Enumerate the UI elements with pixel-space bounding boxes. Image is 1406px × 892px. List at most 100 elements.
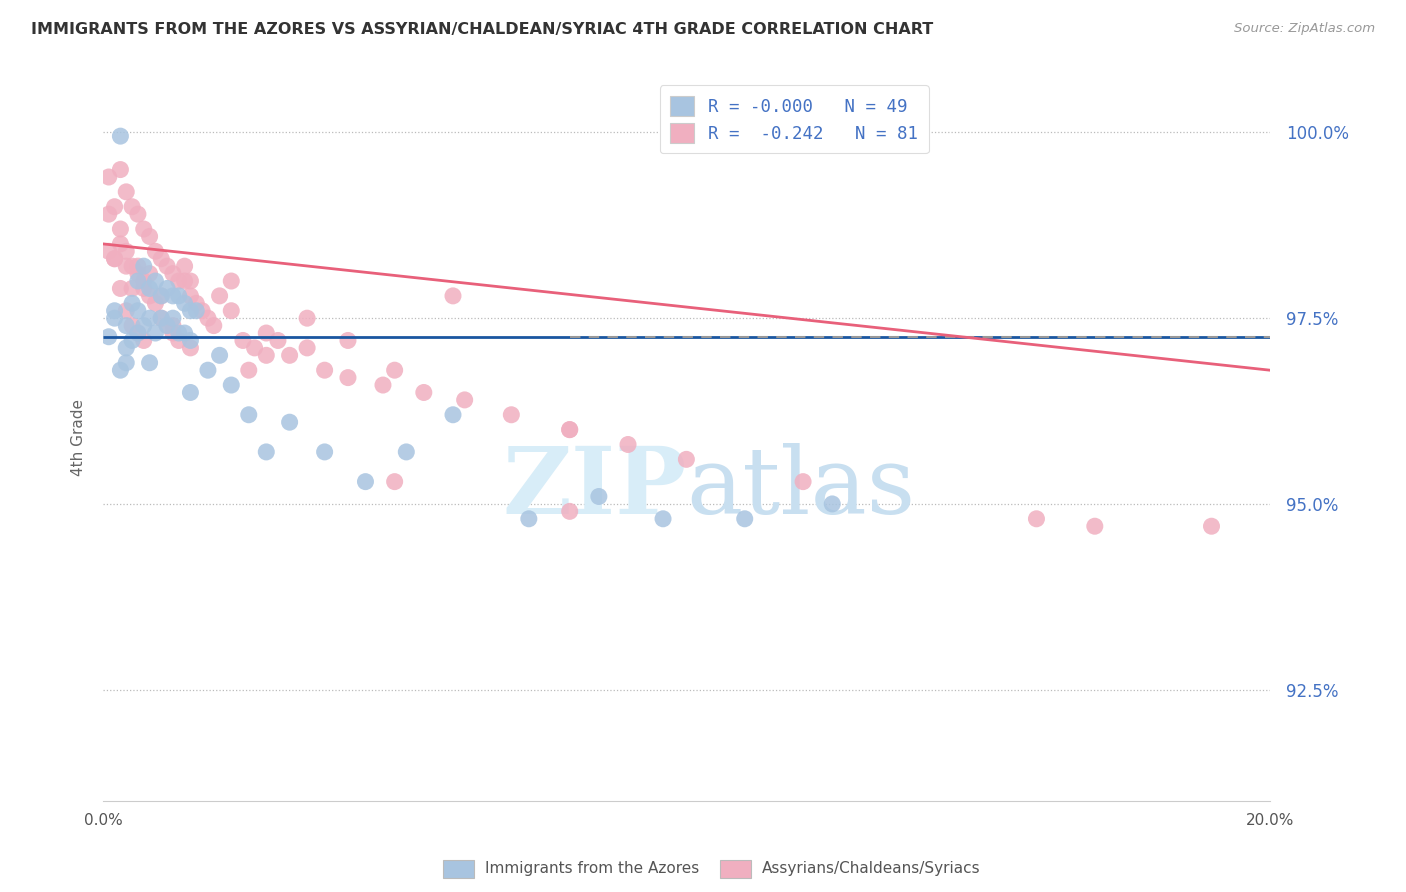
Point [412, 385, 434, 400]
Point [110, 222, 132, 236]
Point [150, 311, 173, 326]
Point [127, 326, 149, 340]
Point [588, 490, 610, 504]
Point [232, 334, 254, 348]
Point [138, 229, 160, 244]
Point [219, 378, 242, 392]
Point [127, 259, 149, 273]
Point [162, 318, 184, 333]
Point [441, 408, 464, 422]
Point [162, 289, 184, 303]
Point [314, 445, 336, 459]
Text: IMMIGRANTS FROM THE AZORES VS ASSYRIAN/CHALDEAN/SYRIAC 4TH GRADE CORRELATION CHA: IMMIGRANTS FROM THE AZORES VS ASSYRIAN/C… [31, 22, 934, 37]
Point [132, 274, 155, 288]
Point [186, 303, 208, 318]
Point [97, 244, 120, 259]
Point [121, 200, 143, 214]
Point [821, 497, 844, 511]
Point [652, 512, 675, 526]
Point [110, 363, 132, 377]
Point [238, 363, 260, 377]
Point [110, 129, 132, 144]
Text: ZIP: ZIP [502, 443, 686, 533]
Point [115, 185, 138, 199]
Point [254, 445, 277, 459]
Point [254, 348, 277, 362]
Point [295, 341, 318, 355]
Point [501, 408, 523, 422]
Point [138, 356, 160, 370]
Point [1084, 519, 1107, 533]
Point [115, 356, 138, 370]
Point [267, 334, 290, 348]
Point [97, 169, 120, 184]
Point [97, 207, 120, 221]
Point [103, 303, 125, 318]
Point [167, 274, 190, 288]
Point [156, 281, 179, 295]
Text: atlas: atlas [686, 443, 915, 533]
Point [219, 274, 242, 288]
Point [121, 318, 143, 333]
Point [127, 267, 149, 281]
Legend: R = -0.000   N = 49, R =  -0.242   N = 81: R = -0.000 N = 49, R = -0.242 N = 81 [659, 86, 928, 153]
Point [97, 330, 120, 344]
Point [127, 303, 149, 318]
Point [121, 334, 143, 348]
Text: Source: ZipAtlas.com: Source: ZipAtlas.com [1234, 22, 1375, 36]
Point [150, 311, 173, 326]
Point [115, 318, 138, 333]
Point [121, 296, 143, 310]
Point [558, 423, 581, 437]
Point [103, 200, 125, 214]
Point [162, 311, 184, 326]
Point [354, 475, 377, 489]
Point [278, 415, 301, 429]
Point [173, 259, 195, 273]
Point [127, 274, 149, 288]
Point [384, 475, 406, 489]
Point [295, 311, 318, 326]
Point [115, 259, 138, 273]
Point [110, 281, 132, 295]
Point [127, 207, 149, 221]
Point [150, 252, 173, 266]
Point [132, 334, 155, 348]
Point [179, 274, 201, 288]
Point [675, 452, 697, 467]
Point [179, 334, 201, 348]
Point [162, 326, 184, 340]
Point [121, 259, 143, 273]
Point [156, 318, 179, 333]
Point [145, 244, 167, 259]
Point [179, 303, 201, 318]
Point [162, 267, 184, 281]
Point [156, 259, 179, 273]
Point [167, 326, 190, 340]
Point [103, 252, 125, 266]
Point [150, 289, 173, 303]
Point [103, 311, 125, 326]
Point [734, 512, 756, 526]
Point [208, 348, 231, 362]
Point [792, 475, 814, 489]
Point [336, 370, 359, 384]
Point [132, 222, 155, 236]
Point [1025, 512, 1047, 526]
Point [254, 326, 277, 340]
Point [453, 392, 475, 407]
Point [127, 326, 149, 340]
Text: Assyrians/Chaldeans/Syriacs: Assyrians/Chaldeans/Syriacs [762, 862, 980, 876]
Point [208, 289, 231, 303]
Point [138, 289, 160, 303]
Point [173, 296, 195, 310]
Point [558, 504, 581, 518]
Point [191, 303, 214, 318]
Point [138, 311, 160, 326]
Point [179, 289, 201, 303]
Point [156, 318, 179, 333]
Point [395, 445, 418, 459]
Point [278, 348, 301, 362]
Text: Immigrants from the Azores: Immigrants from the Azores [485, 862, 699, 876]
Point [115, 341, 138, 355]
